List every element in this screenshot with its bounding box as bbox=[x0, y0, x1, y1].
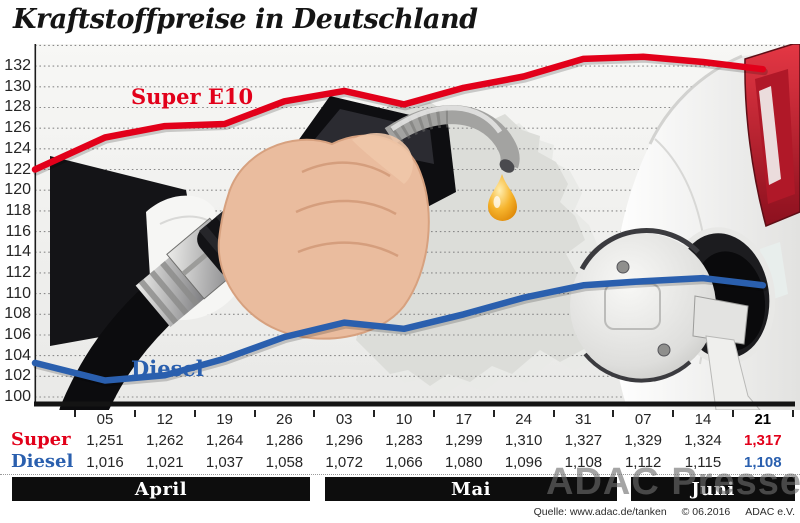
x-axis-tick bbox=[731, 410, 734, 417]
price-value-diesel: 1,096 bbox=[504, 454, 543, 471]
diesel-line-label: Diesel bbox=[131, 356, 204, 381]
price-value-diesel: 1,115 bbox=[684, 454, 722, 471]
y-axis-label: 112 bbox=[5, 264, 31, 281]
y-axis-label: 106 bbox=[4, 326, 31, 343]
x-axis-date-label: 07 bbox=[634, 411, 652, 428]
x-axis-tick bbox=[133, 410, 136, 417]
x-axis-tick bbox=[313, 410, 316, 417]
x-axis-date-label: 31 bbox=[575, 411, 592, 428]
x-axis-date-label: 19 bbox=[216, 411, 233, 428]
y-axis-label: 110 bbox=[5, 285, 31, 302]
y-axis-label: 132 bbox=[4, 57, 31, 74]
month-label-juni: Juni bbox=[691, 478, 735, 500]
y-axis-label: 118 bbox=[5, 202, 31, 219]
car-rear-illustration bbox=[570, 44, 800, 410]
price-value-super: 1,324 bbox=[684, 432, 722, 449]
price-value-super: 1,286 bbox=[265, 432, 304, 449]
chart-scene bbox=[31, 44, 800, 410]
month-label-mai: Mai bbox=[451, 478, 491, 500]
x-axis-tick bbox=[492, 410, 495, 417]
x-axis-tick bbox=[672, 410, 675, 417]
press-watermark: ADAC Presse bbox=[546, 461, 800, 503]
month-label-april: April bbox=[134, 478, 188, 500]
y-axis-label: 100 bbox=[4, 388, 31, 405]
y-axis-label: 124 bbox=[4, 140, 31, 157]
price-value-diesel: 1,112 bbox=[624, 454, 662, 471]
super-e10-line bbox=[31, 53, 767, 173]
x-axis-date-label: 05 bbox=[96, 411, 114, 428]
price-value-diesel: 1,108 bbox=[744, 454, 782, 471]
diesel-line bbox=[31, 274, 767, 384]
price-value-super: 1,329 bbox=[624, 432, 662, 449]
x-axis-date-label: 12 bbox=[156, 411, 174, 428]
table-row-label-super: Super bbox=[11, 429, 71, 450]
y-axis-label: 122 bbox=[4, 161, 31, 178]
price-value-super: 1,310 bbox=[504, 432, 543, 449]
x-axis-tick bbox=[612, 410, 615, 417]
y-axis-line bbox=[34, 44, 37, 405]
tail-light-illustration bbox=[744, 44, 800, 301]
super-e10-line-label: Super E10 bbox=[131, 84, 254, 109]
price-value-super: 1,264 bbox=[205, 432, 244, 449]
month-bar-april: April bbox=[12, 477, 310, 501]
month-bar-juni: Juni bbox=[631, 477, 795, 501]
x-axis-date-label: 17 bbox=[455, 411, 473, 428]
y-axis-label: 114 bbox=[5, 243, 31, 260]
y-axis-label: 120 bbox=[4, 181, 31, 198]
y-axis-label: 128 bbox=[4, 98, 31, 115]
hand-illustration bbox=[217, 134, 430, 340]
x-axis-tick bbox=[253, 410, 256, 417]
table-row-label-diesel: Diesel bbox=[11, 451, 74, 472]
y-axis-label: 126 bbox=[4, 119, 31, 136]
price-value-diesel: 1,016 bbox=[86, 454, 124, 471]
price-value-super: 1,283 bbox=[385, 432, 423, 449]
table-separator bbox=[0, 474, 800, 475]
price-value-diesel: 1,021 bbox=[146, 454, 184, 471]
y-axis-label: 116 bbox=[5, 223, 31, 240]
price-value-diesel: 1,080 bbox=[445, 454, 483, 471]
price-value-super: 1,299 bbox=[445, 432, 483, 449]
source-quelle: Quelle: www.adac.de/tanken bbox=[533, 506, 667, 518]
x-axis-tick bbox=[193, 410, 196, 417]
price-value-diesel: 1,066 bbox=[385, 454, 423, 471]
price-value-diesel: 1,108 bbox=[564, 454, 603, 471]
month-bar-mai: Mai bbox=[325, 477, 617, 501]
x-axis-tick bbox=[432, 410, 435, 417]
x-axis-tick bbox=[552, 410, 555, 417]
y-axis-label: 108 bbox=[4, 305, 31, 322]
source-copyright: © 06.2016 bbox=[681, 506, 731, 518]
page-title: Kraftstoffpreise in Deutschland bbox=[13, 4, 478, 35]
price-value-diesel: 1,072 bbox=[325, 454, 363, 471]
x-axis-tick bbox=[74, 410, 77, 417]
source-org: ADAC e.V. bbox=[745, 506, 795, 518]
price-value-super: 1,317 bbox=[744, 432, 782, 449]
price-value-super: 1,296 bbox=[325, 432, 363, 449]
x-axis-line bbox=[34, 401, 795, 407]
x-axis-date-label: 03 bbox=[335, 411, 353, 428]
fuel-filler-door-illustration bbox=[570, 228, 761, 410]
price-value-super: 1,327 bbox=[564, 432, 603, 449]
price-value-diesel: 1,058 bbox=[265, 454, 304, 471]
price-value-super: 1,251 bbox=[86, 432, 124, 449]
source-line: Quelle: www.adac.de/tanken © 06.2016 ADA… bbox=[534, 506, 795, 518]
x-axis-tick bbox=[791, 410, 794, 417]
fuel-drop-icon bbox=[488, 174, 517, 221]
x-axis-date-label: 10 bbox=[395, 411, 413, 428]
x-axis-date-label: 21 bbox=[754, 411, 772, 428]
price-value-super: 1,262 bbox=[146, 432, 184, 449]
price-value-diesel: 1,037 bbox=[205, 454, 244, 471]
fuel-nozzle-illustration bbox=[59, 96, 520, 410]
x-axis-date-label: 14 bbox=[694, 411, 712, 428]
x-axis-tick bbox=[373, 410, 376, 417]
y-axis-label: 130 bbox=[4, 78, 31, 95]
y-axis-label: 102 bbox=[4, 367, 31, 384]
x-axis-date-label: 26 bbox=[276, 411, 293, 428]
y-axis-label: 104 bbox=[4, 347, 31, 364]
x-axis-date-label: 24 bbox=[515, 411, 532, 428]
